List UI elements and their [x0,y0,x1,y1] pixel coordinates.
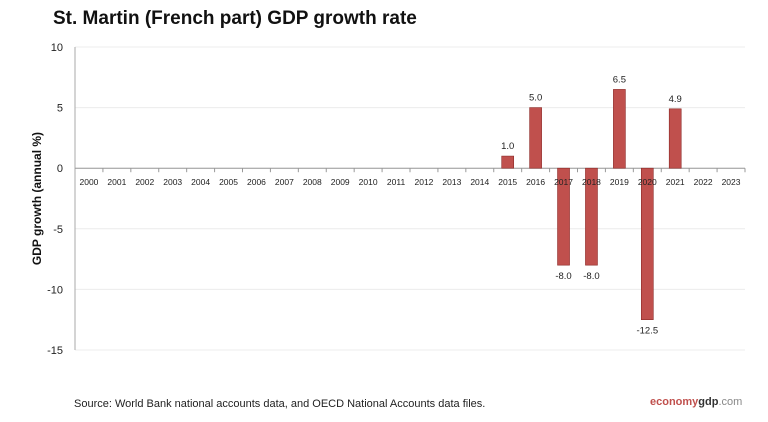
source-note: Source: World Bank national accounts dat… [74,398,486,410]
x-tick-label: 2011 [387,177,406,187]
x-tick-label: 2003 [163,177,182,187]
y-tick-label: 10 [51,42,63,54]
chart-title: St. Martin (French part) GDP growth rate [53,8,417,29]
data-label: -8.0 [583,271,599,282]
data-label: 5.0 [529,93,542,104]
y-tick-label: -5 [53,224,63,236]
x-tick-label: 2013 [442,177,461,187]
logo-part: economy [650,396,699,408]
bar [668,108,682,169]
data-label: -8.0 [555,271,571,282]
x-tick-label: 2004 [191,177,210,187]
x-tick-label: 2018 [582,177,601,187]
x-tick-label: 2006 [247,177,266,187]
x-tick-label: 2023 [722,177,741,187]
x-tick-label: 2010 [359,177,378,187]
data-label: 6.5 [613,74,626,85]
x-tick-label: 2005 [219,177,238,187]
data-label: 4.9 [669,94,682,105]
bar [640,167,654,320]
y-axis-label: GDP growth (annual %) [30,132,44,265]
y-tick-label: 5 [57,103,63,115]
bar [613,89,626,169]
bar [585,167,598,266]
x-tick-label: 2020 [638,177,657,187]
x-tick-label: 2014 [470,177,489,187]
data-label: -12.5 [636,326,658,337]
x-tick-label: 2016 [526,177,545,187]
data-label: 1.0 [501,141,514,152]
x-tick-label: 2017 [554,177,573,187]
bar [529,107,542,169]
x-tick-label: 2008 [303,177,322,187]
x-tick-label: 2001 [107,177,126,187]
x-tick-label: 2007 [275,177,294,187]
x-tick-label: 2021 [666,177,685,187]
y-tick-label: 0 [57,163,63,175]
y-tick-label: -10 [47,284,63,296]
logo: economygdp.com [650,396,742,408]
x-tick-label: 2012 [414,177,433,187]
x-tick-label: 2002 [135,177,154,187]
x-tick-label: 2000 [79,177,98,187]
bar [501,155,515,169]
logo-part: .com [718,396,743,408]
x-tick-label: 2009 [331,177,350,187]
x-tick-label: 2019 [610,177,629,187]
logo-part: gdp [698,396,719,408]
x-tick-label: 2022 [694,177,713,187]
x-tick-label: 2015 [498,177,517,187]
bar [557,167,570,266]
y-tick-label: -15 [47,345,63,357]
